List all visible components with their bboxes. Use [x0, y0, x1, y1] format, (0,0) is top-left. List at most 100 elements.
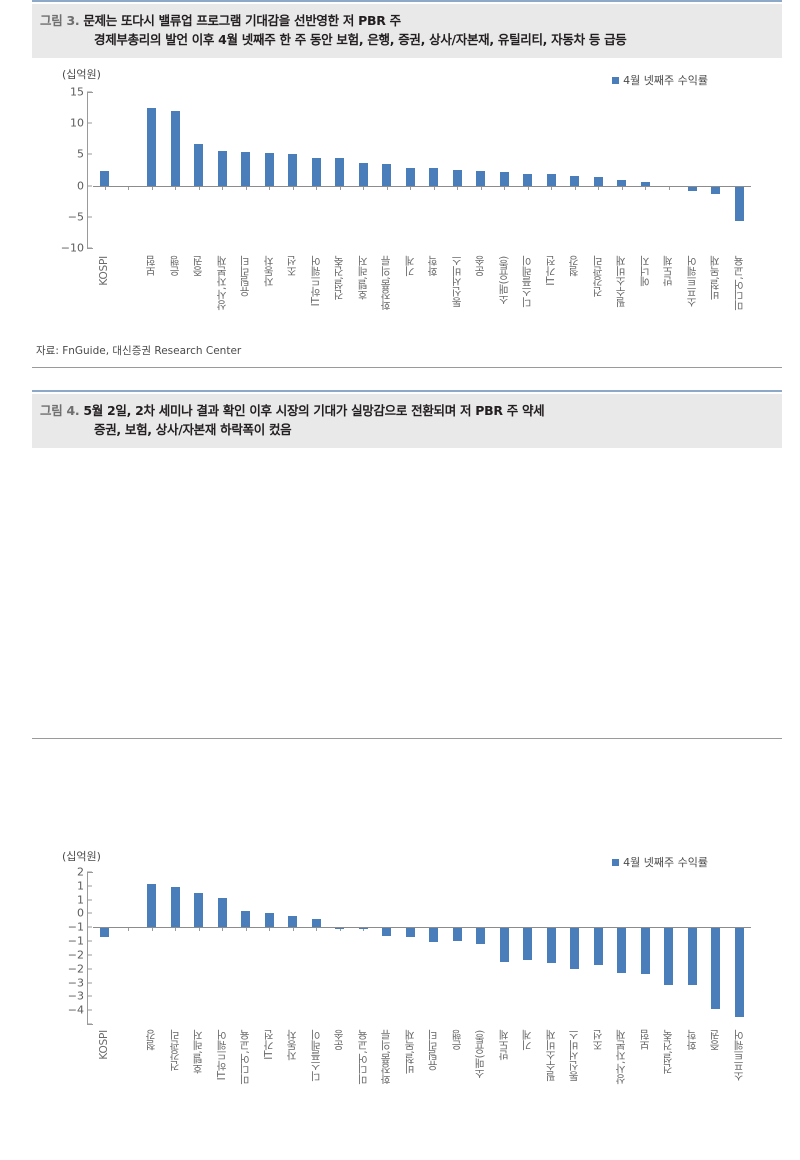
bar-slot[interactable]	[399, 872, 423, 1024]
bar[interactable]	[499, 927, 509, 962]
bar-slot[interactable]	[258, 872, 282, 1024]
bar-slot[interactable]	[563, 872, 587, 1024]
bar-slot[interactable]	[352, 872, 376, 1024]
bar-slot[interactable]	[234, 872, 258, 1024]
bar[interactable]	[476, 170, 486, 186]
bar[interactable]	[382, 927, 392, 936]
bar-slot[interactable]	[587, 92, 611, 248]
bar[interactable]	[429, 168, 439, 186]
bar[interactable]	[617, 179, 627, 186]
bar[interactable]	[405, 167, 415, 186]
bar[interactable]	[170, 111, 180, 186]
bar-slot[interactable]	[657, 872, 681, 1024]
bar[interactable]	[429, 927, 439, 943]
bar[interactable]	[593, 176, 603, 186]
bar-slot[interactable]	[352, 92, 376, 248]
bar-slot[interactable]	[187, 92, 211, 248]
bar[interactable]	[734, 185, 744, 222]
bar[interactable]	[405, 927, 415, 937]
bar[interactable]	[617, 927, 627, 973]
bar-slot[interactable]	[140, 92, 164, 248]
bar-slot[interactable]	[305, 92, 329, 248]
bar[interactable]	[217, 898, 227, 928]
bar-slot[interactable]	[540, 872, 564, 1024]
bar-slot[interactable]	[610, 872, 634, 1024]
bar-slot[interactable]	[164, 872, 188, 1024]
bar[interactable]	[711, 927, 721, 1009]
bar[interactable]	[593, 927, 603, 965]
bar[interactable]	[546, 174, 556, 186]
bar[interactable]	[382, 164, 392, 186]
bar[interactable]	[241, 151, 251, 186]
bar[interactable]	[264, 913, 274, 928]
bar-slot[interactable]	[93, 872, 117, 1024]
bar[interactable]	[311, 918, 321, 928]
bar-slot[interactable]	[117, 92, 141, 248]
bar[interactable]	[452, 170, 462, 186]
bar-slot[interactable]	[164, 92, 188, 248]
bar-slot[interactable]	[516, 872, 540, 1024]
bar[interactable]	[523, 927, 533, 961]
bar-slot[interactable]	[305, 872, 329, 1024]
bar-slot[interactable]	[422, 92, 446, 248]
bar[interactable]	[288, 153, 298, 186]
bar[interactable]	[100, 170, 110, 186]
bar-slot[interactable]	[281, 872, 305, 1024]
bar-slot[interactable]	[258, 92, 282, 248]
bar-slot[interactable]	[446, 872, 470, 1024]
bar-slot[interactable]	[704, 872, 728, 1024]
bar[interactable]	[170, 887, 180, 928]
bar-slot[interactable]	[140, 872, 164, 1024]
bar[interactable]	[311, 157, 321, 186]
bar-slot[interactable]	[728, 872, 752, 1024]
bar-slot[interactable]	[657, 92, 681, 248]
bar[interactable]	[147, 108, 157, 186]
bar-slot[interactable]	[187, 872, 211, 1024]
bar-slot[interactable]	[469, 92, 493, 248]
bar-slot[interactable]	[516, 92, 540, 248]
bar-slot[interactable]	[328, 92, 352, 248]
bar-slot[interactable]	[493, 92, 517, 248]
bar-slot[interactable]	[493, 872, 517, 1024]
bar[interactable]	[546, 927, 556, 964]
bar[interactable]	[640, 181, 650, 186]
bar[interactable]	[476, 927, 486, 944]
bar[interactable]	[100, 927, 110, 937]
bar[interactable]	[640, 927, 650, 975]
bar[interactable]	[687, 927, 697, 986]
bar-slot[interactable]	[211, 92, 235, 248]
bar[interactable]	[570, 927, 580, 969]
bar-slot[interactable]	[681, 872, 705, 1024]
bar[interactable]	[570, 175, 580, 186]
bar[interactable]	[194, 892, 204, 928]
bar[interactable]	[264, 153, 274, 186]
bar[interactable]	[194, 144, 204, 186]
bar-slot[interactable]	[704, 92, 728, 248]
bar[interactable]	[241, 910, 251, 928]
bar[interactable]	[687, 185, 697, 192]
bar[interactable]	[217, 151, 227, 186]
bar-slot[interactable]	[93, 92, 117, 248]
bar[interactable]	[711, 185, 721, 194]
bar[interactable]	[499, 171, 509, 186]
bar-slot[interactable]	[563, 92, 587, 248]
bar-slot[interactable]	[375, 872, 399, 1024]
bar-slot[interactable]	[610, 92, 634, 248]
bar-slot[interactable]	[540, 92, 564, 248]
bar[interactable]	[523, 173, 533, 186]
bar-slot[interactable]	[328, 872, 352, 1024]
bar-slot[interactable]	[634, 872, 658, 1024]
bar-slot[interactable]	[634, 92, 658, 248]
bar[interactable]	[147, 884, 157, 928]
bar-slot[interactable]	[728, 92, 752, 248]
bar[interactable]	[734, 927, 744, 1018]
bar-slot[interactable]	[234, 92, 258, 248]
bar-slot[interactable]	[399, 92, 423, 248]
bar[interactable]	[288, 915, 298, 928]
bar[interactable]	[452, 927, 462, 942]
bar-slot[interactable]	[117, 872, 141, 1024]
bar-slot[interactable]	[587, 872, 611, 1024]
bar-slot[interactable]	[469, 872, 493, 1024]
bar-slot[interactable]	[446, 92, 470, 248]
bar[interactable]	[335, 158, 345, 186]
